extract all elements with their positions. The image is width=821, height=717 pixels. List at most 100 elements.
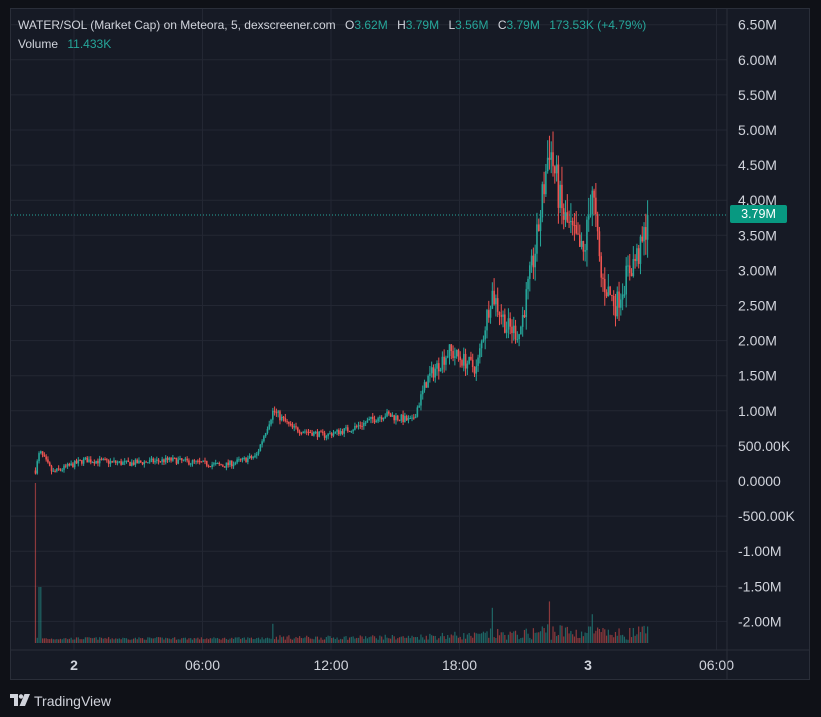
chart-panel[interactable]: [10, 8, 810, 680]
volume-bar: [609, 634, 611, 643]
volume-bar: [216, 637, 219, 643]
candle-body: [180, 458, 183, 461]
legend-open-label: O: [345, 18, 355, 32]
volume-bar: [297, 637, 299, 643]
volume-bar: [329, 636, 331, 643]
volume-bar: [68, 638, 70, 643]
candle-body: [404, 415, 406, 423]
y-tick-label: 2.00M: [738, 333, 777, 349]
volume-bar: [627, 639, 629, 643]
volume-bar: [47, 638, 49, 643]
candle-body: [50, 465, 53, 472]
volume-bar: [52, 639, 54, 643]
x-tick-label: 06:00: [699, 657, 734, 673]
candle-body: [429, 373, 431, 376]
candle-body: [454, 356, 456, 358]
volume-bar: [193, 638, 195, 643]
volume-bar: [277, 639, 279, 643]
candle-body: [229, 460, 231, 465]
volume-bar: [600, 632, 602, 643]
candle-body: [122, 462, 124, 465]
candle-body: [114, 460, 117, 463]
candle-body: [457, 349, 460, 357]
candle-body: [177, 459, 180, 464]
candle-body: [587, 215, 590, 220]
volume-bar: [88, 637, 90, 643]
candle-body: [254, 455, 256, 458]
volume-bar: [541, 626, 543, 643]
volume-bar: [416, 637, 418, 643]
candle-body: [452, 350, 454, 358]
legend-high-label: H: [397, 18, 406, 32]
volume-bar: [120, 639, 122, 643]
volume-bar: [616, 635, 618, 643]
volume-bar: [377, 639, 379, 643]
candle-body: [288, 421, 290, 424]
volume-bar: [534, 632, 536, 643]
volume-bar: [361, 636, 363, 643]
volume-bar: [595, 630, 597, 643]
candle-body: [475, 366, 478, 374]
volume-bar: [311, 638, 313, 643]
candle-body: [339, 431, 342, 435]
tradingview-footer[interactable]: TradingView: [10, 690, 111, 712]
candle-body: [300, 432, 303, 434]
candle-body: [484, 330, 486, 340]
x-tick-label: 06:00: [185, 657, 220, 673]
volume-bar: [86, 637, 88, 643]
volume-bar: [315, 636, 317, 643]
candle-body: [38, 453, 40, 462]
candle-body: [220, 464, 222, 466]
candle-body: [184, 458, 187, 460]
volume-bar: [108, 637, 110, 643]
volume-bar: [140, 638, 142, 643]
candle-body: [280, 416, 283, 421]
candle-body: [368, 418, 370, 421]
volume-bar: [56, 639, 58, 643]
volume-bar: [304, 637, 306, 643]
candle-body: [120, 461, 122, 465]
volume-bar: [464, 638, 467, 643]
candle-body: [595, 197, 597, 215]
candle-body: [436, 363, 438, 369]
volume-bar: [532, 628, 534, 643]
candle-body: [286, 421, 288, 423]
volume-bar: [443, 636, 445, 643]
volume-bar: [591, 614, 593, 643]
volume-bar: [406, 637, 408, 643]
candle-body: [620, 299, 622, 308]
volume-bar: [543, 628, 545, 643]
candle-body: [593, 190, 595, 198]
candle-body: [266, 428, 269, 434]
candle-body: [77, 460, 80, 464]
candle-body: [559, 184, 561, 208]
y-tick-label: -500.00K: [738, 508, 795, 524]
candle-body: [89, 459, 92, 463]
volume-bar: [359, 635, 361, 643]
candle-body: [459, 356, 462, 361]
candle-body: [209, 466, 212, 468]
candle-body: [259, 444, 262, 451]
candle-body: [277, 411, 279, 413]
volume-bar: [514, 630, 517, 643]
volume-bar: [402, 636, 404, 643]
volume-bar: [161, 637, 163, 643]
volume-bar: [90, 637, 92, 643]
volume-bar: [441, 632, 443, 643]
volume-bar: [77, 637, 79, 643]
candle-body: [561, 184, 563, 209]
candle-body: [525, 289, 528, 318]
candle-body: [516, 339, 519, 341]
candle-body: [295, 426, 297, 428]
candle-body: [641, 236, 644, 242]
volume-bar: [38, 587, 40, 643]
candle-body: [586, 219, 588, 251]
volume-bar: [166, 638, 169, 643]
volume-bar: [589, 626, 592, 643]
volume-bar: [481, 633, 483, 643]
x-tick-label: 12:00: [313, 657, 348, 673]
candle-body: [441, 356, 444, 370]
volume-bar: [511, 632, 513, 643]
volume-bar: [184, 637, 186, 643]
